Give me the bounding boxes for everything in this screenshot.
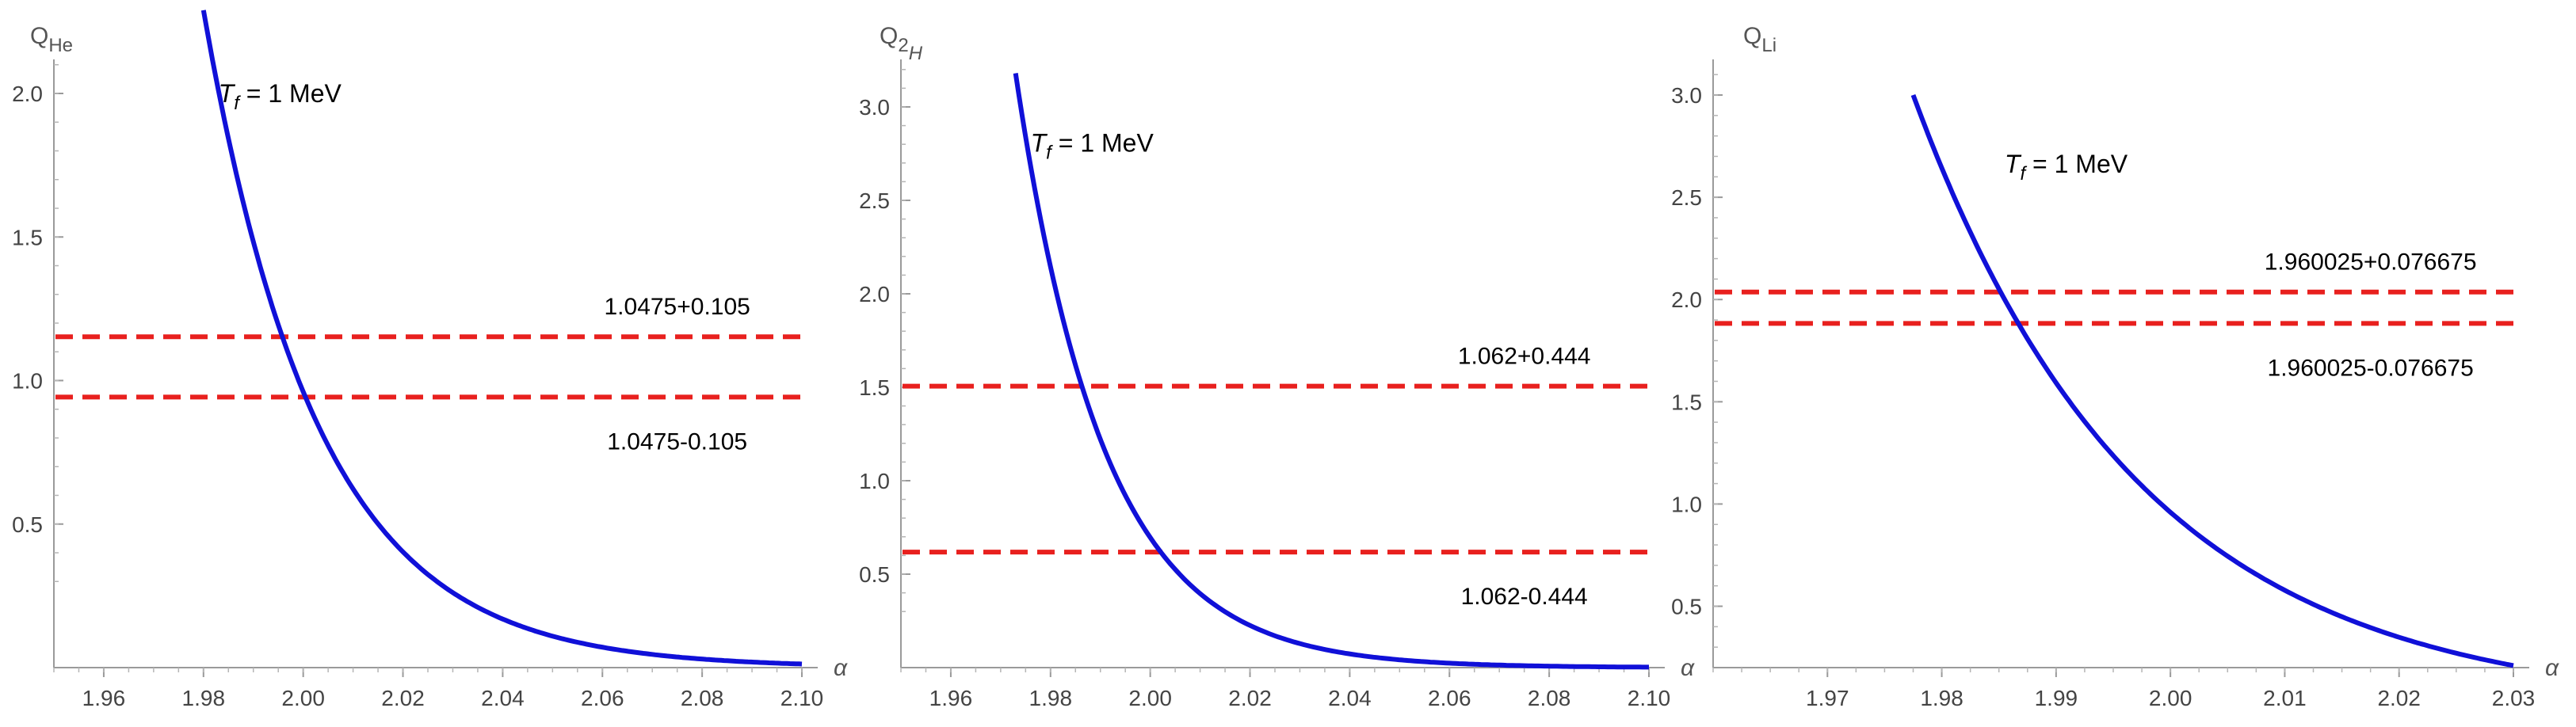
temperature-annotation-rest: = 1 MeV	[239, 79, 342, 108]
x-tick-label: 2.00	[281, 686, 325, 710]
y-tick-label: 1.0	[1671, 492, 1702, 516]
temperature-annotation: Tf = 1 MeV	[219, 79, 342, 114]
temperature-annotation-rest: = 1 MeV	[2025, 150, 2128, 178]
y-tick-label: 0.5	[1671, 595, 1702, 619]
y-tick-label: 2.5	[1671, 185, 1702, 210]
reference-line-label: 1.960025+0.076675	[2265, 249, 2477, 276]
x-tick-label: 1.96	[82, 686, 126, 710]
y-axis-label-sub: Li	[1761, 35, 1776, 56]
y-axis-label: QHe	[30, 23, 73, 56]
x-tick-label: 1.98	[182, 686, 226, 710]
temperature-annotation-sub: f	[234, 93, 241, 114]
y-axis-label: QLi	[1743, 23, 1776, 56]
y-tick-label: 3.0	[859, 95, 890, 120]
x-tick-label: 2.04	[481, 686, 525, 710]
y-tick-label: 0.5	[859, 562, 890, 587]
y-tick-label: 1.0	[859, 469, 890, 493]
y-axis-label-sub: 2	[898, 35, 908, 56]
x-tick-label: 2.02	[1228, 686, 1272, 710]
x-tick-label: 2.03	[2492, 686, 2536, 710]
reference-line-label: 1.062+0.444	[1458, 344, 1591, 370]
temperature-annotation-main: T	[219, 79, 236, 108]
temperature-annotation-sub: f	[1046, 143, 1053, 164]
y-axis-label-main: Q	[880, 23, 898, 49]
temperature-annotation: Tf = 1 MeV	[2005, 150, 2128, 185]
x-tick-label: 1.99	[2035, 686, 2078, 710]
series-line-1	[200, 10, 803, 667]
temperature-annotation-sub: f	[2020, 163, 2027, 185]
x-tick-label: 1.98	[1029, 686, 1073, 710]
x-tick-label: 2.08	[1528, 686, 1571, 710]
x-tick-label: 2.10	[780, 686, 824, 710]
series-line-1	[1910, 93, 2514, 668]
y-axis-label-subsub: H	[909, 43, 923, 64]
y-tick-label: 2.0	[859, 282, 890, 306]
x-axis-label: α	[1681, 655, 1695, 681]
x-tick-label: 2.04	[1328, 686, 1372, 710]
x-axis-label: α	[834, 655, 848, 681]
x-tick-label: 2.01	[2263, 686, 2307, 710]
x-tick-label: 1.96	[929, 686, 973, 710]
temperature-annotation-main: T	[1031, 129, 1048, 158]
y-axis-label-sub: He	[48, 35, 73, 56]
temperature-annotation-main: T	[2005, 150, 2022, 178]
y-tick-label: 0.5	[12, 512, 43, 537]
chart-panel-2: 1.96 1.98 2.00 2.02 2.04 2.06 2.08 2.100.51.01.…	[859, 23, 1695, 710]
temperature-annotation-rest: = 1 MeV	[1051, 129, 1154, 158]
x-tick-label: 2.02	[381, 686, 425, 710]
x-tick-label: 1.97	[1806, 686, 1849, 710]
y-axis-label-main: Q	[1743, 23, 1761, 49]
x-axis-label: α	[2545, 655, 2559, 681]
reference-line-label: 1.960025-0.076675	[2268, 355, 2474, 381]
reference-line-label: 1.0475-0.105	[607, 428, 747, 455]
x-tick-label: 2.08	[681, 686, 724, 710]
temperature-annotation: Tf = 1 MeV	[1031, 129, 1154, 164]
y-tick-label: 1.0	[12, 369, 43, 394]
x-tick-label: 2.06	[581, 686, 624, 710]
y-tick-label: 2.0	[1671, 287, 1702, 312]
y-tick-label: 2.5	[859, 188, 890, 213]
y-tick-label: 1.5	[1671, 390, 1702, 414]
x-tick-label: 2.00	[1128, 686, 1172, 710]
y-axis-label: Q2H	[880, 23, 923, 64]
y-tick-label: 2.0	[12, 82, 43, 106]
chart-panel-1: 1.96 1.98 2.00 2.02 2.04 2.06 2.08 2.10 0.5 1.0 1.…	[12, 10, 848, 710]
y-tick-label: 1.5	[12, 225, 43, 249]
x-tick-label: 1.98	[1920, 686, 1963, 710]
reference-line-label: 1.0475+0.105	[604, 294, 750, 320]
y-tick-label: 1.5	[859, 375, 890, 400]
x-tick-label: 2.00	[2149, 686, 2192, 710]
x-tick-label: 2.10	[1628, 686, 1671, 710]
x-tick-label: 2.06	[1428, 686, 1471, 710]
y-tick-label: 3.0	[1671, 83, 1702, 108]
y-axis-label-main: Q	[30, 23, 48, 49]
reference-line-label: 1.062-0.444	[1461, 584, 1588, 610]
chart-panel-3: 1.97 1.98 1.99 2.00 2.01 2.02 2.03 0.5 1.0 1.5 2.0…	[1671, 23, 2559, 710]
series-line-1	[1013, 73, 1649, 670]
x-tick-label: 2.02	[2377, 686, 2421, 710]
